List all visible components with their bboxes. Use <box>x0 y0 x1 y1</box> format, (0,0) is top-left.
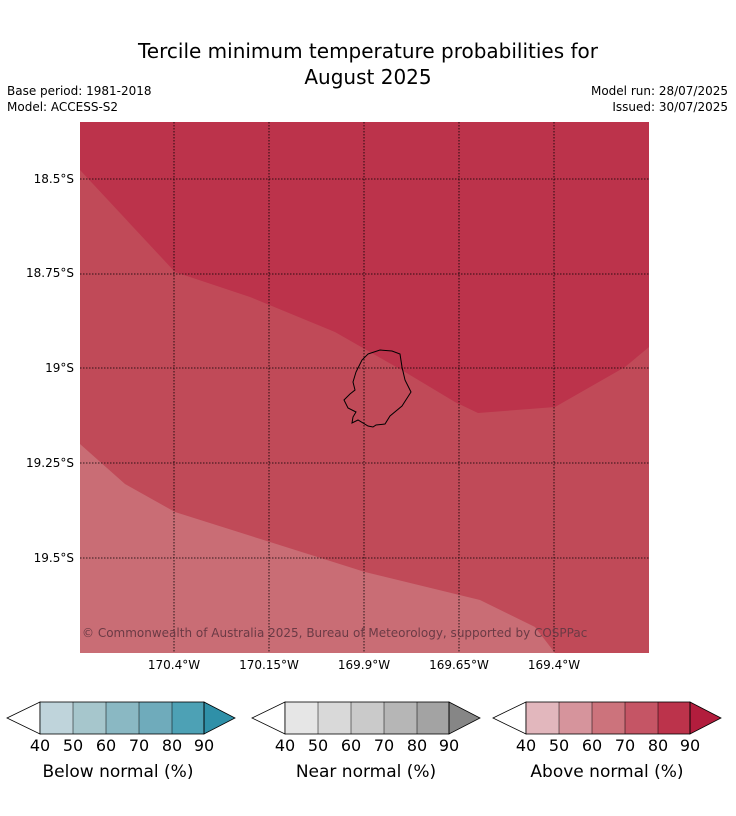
colorbar-near <box>251 701 481 735</box>
tick-label: 50 <box>548 736 570 755</box>
lat-label: 19°S <box>45 361 74 375</box>
legend-title: Below normal (%) <box>42 762 194 782</box>
legend-near-normal: 40 50 60 70 80 90 Near normal (%) <box>251 700 481 790</box>
map-svg <box>80 122 649 653</box>
lat-label: 19.5°S <box>33 551 74 565</box>
lat-label: 19.25°S <box>26 456 74 470</box>
tick-label: 70 <box>373 736 395 755</box>
tick-label: 60 <box>340 736 362 755</box>
lon-label: 169.4°W <box>527 658 581 672</box>
tick-label: 50 <box>307 736 329 755</box>
title-line-1: Tercile minimum temperature probabilitie… <box>137 39 599 63</box>
zone-80-90 <box>80 122 649 413</box>
tick-label: 70 <box>614 736 636 755</box>
tick-label: 60 <box>95 736 117 755</box>
legend-below-normal: 40 50 60 70 80 90 Below normal (%) <box>6 700 236 790</box>
tick-label: 90 <box>679 736 701 755</box>
chart-title: Tercile minimum temperature probabilitie… <box>0 38 736 90</box>
colorbar-below <box>6 701 236 735</box>
model-run: Model run: 28/07/2025 <box>590 84 728 98</box>
tick-label: 90 <box>438 736 460 755</box>
tick-label: 90 <box>193 736 215 755</box>
model-name: Model: ACCESS-S2 <box>7 100 119 114</box>
island-coastline <box>343 349 412 428</box>
base-period: Base period: 1981-2018 <box>7 84 152 98</box>
tick-label: 70 <box>128 736 150 755</box>
lon-label: 170.15°W <box>239 658 299 672</box>
lon-label: 169.65°W <box>429 658 489 672</box>
copyright-note: © Commonwealth of Australia 2025, Bureau… <box>82 626 588 640</box>
meta-right: Model run: 28/07/2025 Issued: 30/07/2025 <box>591 83 728 115</box>
legend-title: Near normal (%) <box>295 762 437 782</box>
lat-label: 18.75°S <box>26 266 74 280</box>
title-line-2: August 2025 <box>304 65 432 89</box>
lon-label: 170.4°W <box>147 658 201 672</box>
legend-above-normal: 40 50 60 70 80 90 Above normal (%) <box>492 700 722 790</box>
grid-lines <box>80 122 649 653</box>
tick-label: 80 <box>647 736 669 755</box>
issued-date: Issued: 30/07/2025 <box>612 100 728 114</box>
tick-label: 50 <box>62 736 84 755</box>
tick-label: 40 <box>274 736 296 755</box>
legend-title: Above normal (%) <box>530 762 684 782</box>
lon-label: 169.9°W <box>337 658 391 672</box>
tick-label: 40 <box>29 736 51 755</box>
meta-left: Base period: 1981-2018 Model: ACCESS-S2 <box>7 83 152 115</box>
tick-label: 80 <box>161 736 183 755</box>
lat-label: 18.5°S <box>33 172 74 186</box>
colorbar-above <box>492 701 722 735</box>
tick-label: 60 <box>581 736 603 755</box>
tick-label: 80 <box>406 736 428 755</box>
tick-label: 40 <box>515 736 537 755</box>
probability-map: © Commonwealth of Australia 2025, Bureau… <box>80 122 649 653</box>
